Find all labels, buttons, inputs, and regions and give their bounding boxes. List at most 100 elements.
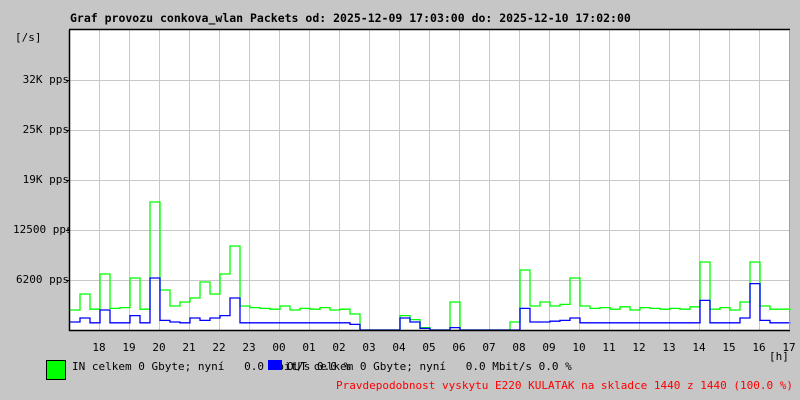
data-point-out [139, 322, 141, 324]
data-point-out [619, 322, 621, 324]
x-tick-label: 19 [122, 341, 136, 354]
data-point-out [629, 322, 631, 324]
data-point-in [719, 307, 721, 309]
data-point-in [279, 305, 281, 307]
data-point-out [599, 322, 601, 324]
data-point-out [659, 322, 661, 324]
x-tick-label: 09 [542, 341, 556, 354]
data-point-out [259, 322, 261, 324]
data-point-out [759, 319, 761, 321]
data-point-out [119, 322, 121, 324]
data-point-in [599, 307, 601, 309]
legend-in-swatch [46, 360, 66, 380]
data-point-out [239, 322, 241, 324]
x-tick-label: 21 [182, 341, 196, 354]
data-point-in [189, 297, 191, 299]
data-point-out [639, 322, 641, 324]
x-tick-label: 01 [302, 341, 316, 354]
x-tick-label: 07 [482, 341, 496, 354]
data-point-out [319, 322, 321, 324]
y-tick-label: 19K pps [22, 173, 69, 186]
data-point-out [169, 321, 171, 323]
data-point-in [289, 309, 291, 311]
data-point-out [449, 327, 451, 329]
data-point-in [399, 315, 401, 317]
data-point-in [259, 307, 261, 309]
x-tick-label: 00 [272, 341, 286, 354]
data-point-in [509, 321, 511, 323]
data-point-out [339, 322, 341, 324]
x-tick-label: 18 [92, 341, 106, 354]
x-tick-label: 11 [602, 341, 616, 354]
chart-title: Graf provozu conkova_wlan Packets od: 20… [70, 11, 631, 25]
data-point-in [349, 313, 351, 315]
legend-in-text: IN celkem 0 Gbyte; nyní 0.0 Mbit/s 0.0 % [72, 360, 351, 373]
x-tick-label: 12 [632, 341, 646, 354]
data-point-in [229, 245, 231, 247]
data-point-in [89, 308, 91, 310]
data-point-in [669, 307, 671, 309]
data-point-out [519, 307, 521, 309]
x-axis-unit: [h] [769, 350, 789, 363]
data-point-out [249, 322, 251, 324]
x-tick-label: 13 [662, 341, 676, 354]
data-point-in [659, 308, 661, 310]
data-point-out [349, 323, 351, 325]
data-point-in [449, 301, 451, 303]
data-point-in [209, 293, 211, 295]
data-point-out [609, 322, 611, 324]
data-point-out [99, 309, 101, 311]
data-point-in [769, 308, 771, 310]
data-point-in [199, 281, 201, 283]
data-point-in [689, 306, 691, 308]
data-point-out [769, 322, 771, 324]
data-point-in [609, 308, 611, 310]
data-point-in [149, 201, 151, 203]
data-point-in [319, 307, 321, 309]
data-point-out [299, 322, 301, 324]
data-point-in [119, 307, 121, 309]
data-point-out [669, 322, 671, 324]
data-point-in [219, 273, 221, 275]
data-point-out [409, 321, 411, 323]
data-point-out [569, 317, 571, 319]
data-point-out [779, 322, 781, 324]
data-point-in [299, 307, 301, 309]
data-point-out [699, 299, 701, 301]
data-point-in [639, 307, 641, 309]
data-point-in [79, 293, 81, 295]
data-point-in [309, 308, 311, 310]
data-point-in [269, 308, 271, 310]
data-point-in [739, 301, 741, 303]
x-tick-label: 03 [362, 341, 376, 354]
data-point-out [129, 315, 131, 317]
data-point-in [579, 305, 581, 307]
footer-note: Pravdepodobnost vyskytu E220 KULATAK na … [336, 379, 793, 392]
legend-out-swatch [268, 360, 282, 370]
x-tick-label: 08 [512, 341, 526, 354]
data-point-in [569, 277, 571, 279]
data-point-in [729, 309, 731, 311]
data-point-out [679, 322, 681, 324]
data-point-out [209, 317, 211, 319]
x-tick-label: 06 [452, 341, 466, 354]
x-tick-label: 20 [152, 341, 166, 354]
data-point-out [89, 322, 91, 324]
data-point-in [559, 303, 561, 305]
data-point-in [619, 306, 621, 308]
data-point-in [129, 277, 131, 279]
data-point-out [159, 319, 161, 321]
data-point-out [109, 322, 111, 324]
data-point-out [649, 322, 651, 324]
y-tick-label: 32K pps [22, 73, 69, 86]
data-point-out [199, 319, 201, 321]
data-point-in [699, 261, 701, 263]
data-point-out [589, 322, 591, 324]
data-point-in [169, 305, 171, 307]
data-point-out [419, 327, 421, 329]
data-point-in [139, 308, 141, 310]
x-tick-label: 04 [392, 341, 406, 354]
x-tick-label: 15 [722, 341, 736, 354]
x-tick-label: 22 [212, 341, 226, 354]
